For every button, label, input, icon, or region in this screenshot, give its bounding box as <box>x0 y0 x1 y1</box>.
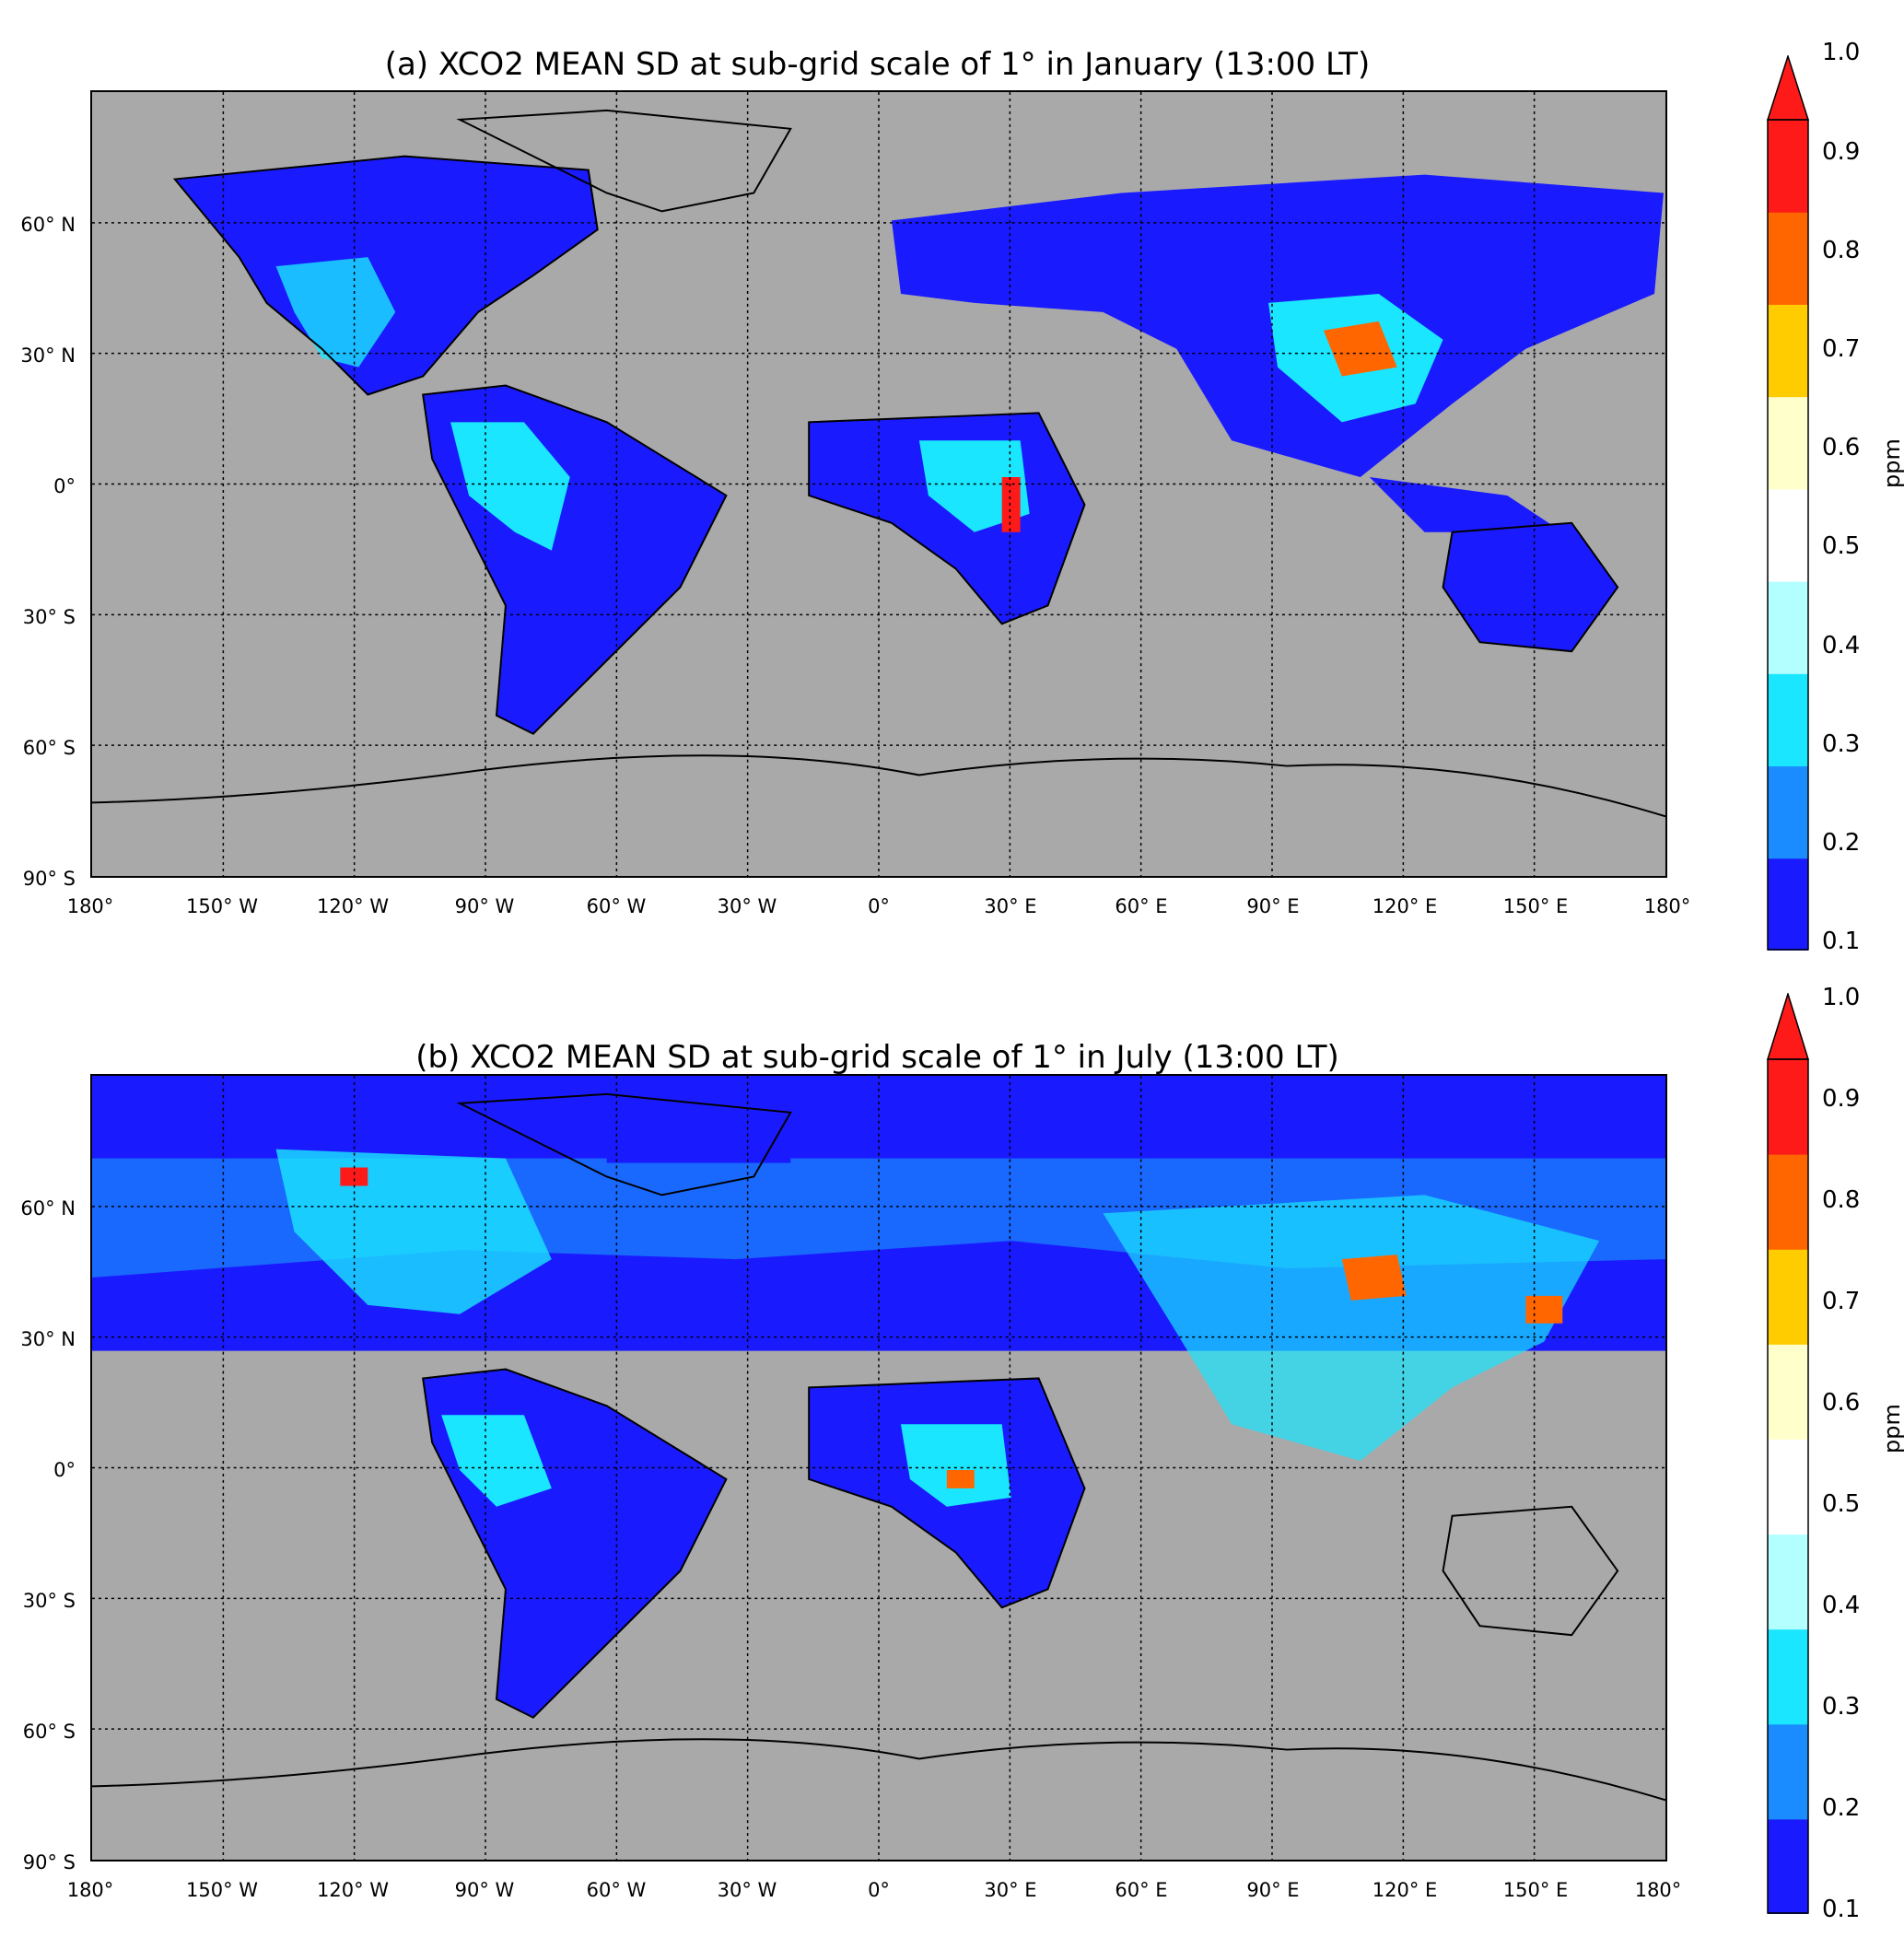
x-tick-label: 60° W <box>586 895 647 917</box>
map-area <box>90 90 1667 878</box>
y-tick-label: 30° S <box>22 1590 76 1612</box>
colorbar-band <box>1768 396 1808 490</box>
colorbar-band <box>1768 1723 1808 1820</box>
colorbar-band <box>1768 581 1808 674</box>
x-tick-label: 180° <box>1643 895 1691 917</box>
colorbar-extend-arrow <box>1766 53 1810 121</box>
x-tick-label: 0° <box>868 895 890 917</box>
x-tick-label: 150° W <box>185 1879 259 1901</box>
x-tick-label: 30° E <box>984 895 1037 917</box>
x-tick-label: 90° E <box>1246 1879 1300 1901</box>
x-tick-label: 0° <box>868 1879 890 1901</box>
world-map <box>92 1076 1665 1860</box>
x-tick-label: 90° W <box>454 1879 515 1901</box>
x-tick-label: 30° W <box>717 895 777 917</box>
colorbar-tick: 1.0 <box>1822 984 1861 1011</box>
colorbar-band <box>1768 1344 1808 1440</box>
colorbar-tick: 0.3 <box>1822 1693 1861 1721</box>
colorbar-band <box>1768 212 1808 305</box>
x-tick-label: 150° E <box>1502 1879 1569 1901</box>
y-tick-label: 30° N <box>20 344 76 367</box>
colorbar-band <box>1768 858 1808 951</box>
colorbar-band <box>1768 488 1808 582</box>
colorbar-band <box>1768 673 1808 767</box>
x-tick-label: 120° E <box>1372 895 1438 917</box>
panel-title: (b) XCO2 MEAN SD at sub-grid scale of 1°… <box>415 1039 1339 1076</box>
x-tick-label: 150° E <box>1502 895 1569 917</box>
y-tick-label: 60° S <box>22 737 76 759</box>
colorbar-band <box>1768 1628 1808 1725</box>
x-tick-label: 60° W <box>586 1879 647 1901</box>
colorbar-tick: 0.6 <box>1822 434 1861 461</box>
colorbar-tick: 0.7 <box>1822 1288 1861 1315</box>
y-tick-label: 30° S <box>22 606 76 628</box>
colorbar-band <box>1768 120 1808 213</box>
x-tick-label: 90° W <box>454 895 515 917</box>
colorbar-tick: 0.7 <box>1822 335 1861 363</box>
grid-lines <box>92 1076 1665 1860</box>
colorbar-extend-arrow <box>1766 991 1810 1060</box>
colorbar-tick: 0.5 <box>1822 1490 1861 1518</box>
colorbar-tick: 0.9 <box>1822 138 1861 166</box>
coastlines <box>92 109 1665 818</box>
y-tick-label: 60° N <box>20 1197 76 1220</box>
colorbar-band <box>1768 1154 1808 1250</box>
map-area <box>90 1074 1667 1861</box>
colorbar-band <box>1768 1439 1808 1535</box>
colorbar-tick: 0.9 <box>1822 1085 1861 1113</box>
colorbar-tick: 0.3 <box>1822 730 1861 758</box>
colorbar-tick: 1.0 <box>1822 39 1861 66</box>
colorbar-tick: 0.8 <box>1822 1186 1861 1214</box>
y-tick-label: 30° N <box>20 1328 76 1350</box>
x-tick-label: 120° W <box>316 1879 390 1901</box>
colorbar-tick: 0.6 <box>1822 1389 1861 1417</box>
colorbar-tick: 0.5 <box>1822 532 1861 560</box>
colorbar-band <box>1768 765 1808 859</box>
x-tick-label: 150° W <box>185 895 259 917</box>
y-tick-label: 0° <box>53 1459 76 1481</box>
x-tick-label: 30° E <box>984 1879 1037 1901</box>
colorbar-outline <box>1767 119 1809 951</box>
world-map <box>92 92 1665 876</box>
x-tick-label: 60° E <box>1115 895 1168 917</box>
y-tick-label: 60° S <box>22 1721 76 1743</box>
x-tick-label: 60° E <box>1115 1879 1168 1901</box>
colorbar-tick: 0.2 <box>1822 1794 1861 1822</box>
colorbar-band <box>1768 304 1808 398</box>
colorbar-unit: ppm <box>1879 438 1904 488</box>
colorbar-band <box>1768 1534 1808 1630</box>
coastlines <box>92 1092 1665 1802</box>
colorbar-tick: 0.8 <box>1822 237 1861 264</box>
colorbar-band <box>1768 1818 1808 1915</box>
grid-lines <box>92 92 1665 876</box>
x-tick-label: 30° W <box>717 1879 777 1901</box>
x-tick-label: 120° W <box>316 895 390 917</box>
colorbar <box>1766 53 1810 951</box>
y-tick-label: 60° N <box>20 214 76 236</box>
x-tick-label: 90° E <box>1246 895 1300 917</box>
colorbar <box>1766 991 1810 1915</box>
x-tick-label: 180° <box>1634 1879 1682 1901</box>
colorbar-unit: ppm <box>1879 1404 1904 1453</box>
colorbar-bands <box>1766 991 1810 1915</box>
colorbar-bands <box>1766 53 1810 951</box>
panel-july: (b) XCO2 MEAN SD at sub-grid scale of 1°… <box>0 974 1904 1949</box>
x-tick-label: 180° <box>66 895 114 917</box>
colorbar-band <box>1768 1249 1808 1345</box>
colorbar-tick: 0.1 <box>1822 928 1861 955</box>
colorbar-tick: 0.1 <box>1822 1896 1861 1923</box>
panel-title: (a) XCO2 MEAN SD at sub-grid scale of 1°… <box>384 46 1371 83</box>
sd-field <box>174 156 1665 734</box>
y-tick-label: 90° S <box>22 868 76 890</box>
x-tick-label: 120° E <box>1372 1879 1438 1901</box>
panel-january: (a) XCO2 MEAN SD at sub-grid scale of 1°… <box>0 0 1904 974</box>
y-tick-label: 0° <box>53 475 76 497</box>
colorbar-band <box>1768 1059 1808 1155</box>
x-tick-label: 180° <box>66 1879 114 1901</box>
colorbar-tick: 0.4 <box>1822 632 1861 659</box>
colorbar-tick: 0.2 <box>1822 829 1861 857</box>
colorbar-tick: 0.4 <box>1822 1592 1861 1619</box>
y-tick-label: 90° S <box>22 1851 76 1873</box>
colorbar-outline <box>1767 1058 1809 1914</box>
